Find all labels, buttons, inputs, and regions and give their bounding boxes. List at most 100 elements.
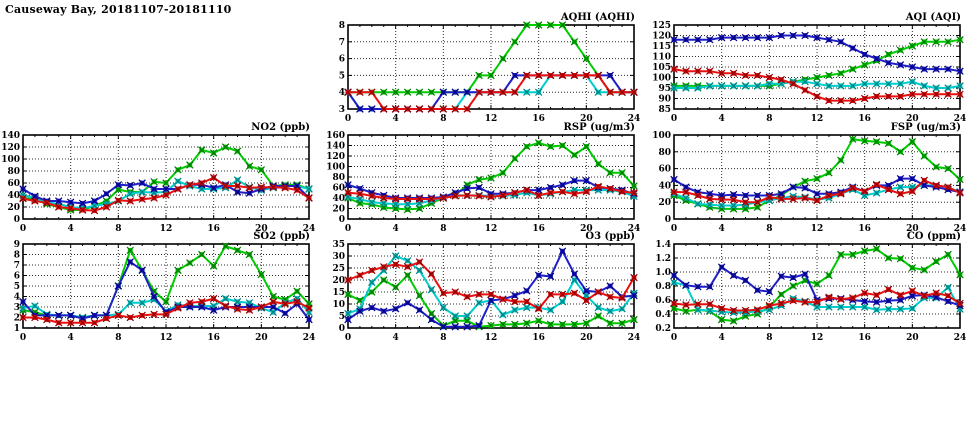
x-tick-label: 8: [115, 224, 121, 234]
x-tick-label: 8: [440, 114, 446, 124]
y-tick-label: 115: [652, 42, 671, 52]
y-tick-label: 110: [652, 53, 671, 63]
y-tick-label: 1: [14, 324, 20, 334]
chart-title-aqhi: AQHI (AQHI): [560, 12, 635, 23]
chart-title-fsp: FSP (ug/m3): [890, 122, 961, 133]
y-tick-label: 0: [665, 215, 671, 225]
x-tick-label: 8: [766, 114, 772, 124]
y-tick-label: 160: [326, 131, 345, 141]
y-tick-label: 9: [14, 240, 20, 250]
x-tick-label: 20: [255, 333, 268, 343]
y-tick-label: 60: [658, 165, 671, 175]
y-tick-label: 30: [332, 252, 345, 262]
y-tick-label: 20: [332, 276, 345, 286]
y-tick-label: 4: [14, 293, 20, 303]
x-tick-label: 20: [255, 224, 268, 234]
y-tick-label: 140: [1, 131, 20, 141]
y-tick-label: 5: [339, 312, 345, 322]
y-tick-label: 7: [14, 261, 20, 271]
y-tick-label: 80: [7, 167, 20, 177]
y-tick-label: 20: [7, 203, 20, 213]
y-tick-label: 0: [339, 324, 345, 334]
y-tick-label: 20: [658, 198, 671, 208]
x-tick-label: 4: [68, 224, 74, 234]
x-tick-label: 24: [628, 114, 641, 124]
plot-frame: [22, 134, 310, 220]
y-tick-label: 20: [332, 205, 345, 215]
x-tick-label: 16: [858, 114, 871, 124]
x-tick-label: 24: [954, 114, 967, 124]
plot-frame: [673, 243, 961, 329]
y-tick-label: 15: [332, 288, 345, 298]
y-tick-label: 1.0: [655, 268, 671, 278]
x-tick-label: 8: [440, 333, 446, 343]
chart-no2: NO2 (ppb) 0 20 40 60 80 100 120 140 0 4 8 12 16 20 24: [1, 122, 315, 235]
y-tick-label: 0: [339, 215, 345, 225]
x-tick-label: 20: [906, 224, 919, 234]
x-tick-label: 12: [485, 114, 498, 124]
x-tick-label: 20: [580, 333, 593, 343]
y-tick-label: 40: [658, 181, 671, 191]
y-tick-label: 100: [652, 131, 671, 141]
plot-area-o3: 0 5 10 15 20 25 30 35 0 4 8 12 16 20 24: [332, 240, 641, 343]
y-tick-label: 60: [332, 184, 345, 194]
plot-frame: [22, 243, 310, 329]
y-tick-label: 120: [652, 32, 671, 42]
y-tick-label: 2: [14, 314, 20, 324]
x-tick-label: 0: [345, 333, 351, 343]
x-tick-label: 12: [160, 333, 173, 343]
x-tick-label: 20: [580, 114, 593, 124]
x-tick-label: 0: [671, 224, 677, 234]
y-tick-label: 90: [658, 95, 671, 105]
page-title: Causeway Bay, 20181107-20181110: [5, 3, 232, 16]
y-tick-label: 6: [339, 55, 345, 65]
x-tick-label: 12: [485, 333, 498, 343]
y-tick-label: 1.4: [655, 240, 671, 250]
chart-o3: O3 (ppb) 0 5 10 15 20 25 30 35 0 4 8 12 16 20 24: [328, 231, 641, 344]
y-tick-label: 140: [326, 142, 345, 152]
y-tick-label: 0.8: [655, 282, 671, 292]
y-tick-label: 10: [332, 300, 345, 310]
plot-area-fsp: 0 20 40 60 80 100 0 4 8 12 16 20 24: [652, 131, 966, 234]
x-tick-label: 16: [858, 333, 871, 343]
plot-frame: [347, 134, 635, 220]
chart-aqi: AQI (AQI) 85 90 95 100 105 110 115 120 125 0 4 8 12 1…: [652, 12, 967, 125]
y-tick-label: 100: [652, 74, 671, 84]
x-tick-label: 20: [580, 224, 593, 234]
y-tick-label: 4: [339, 88, 345, 98]
chart-title-o3: O3 (ppb): [585, 231, 635, 242]
plot-area-co: 0.2 0.4 0.6 0.8 1.0 1.2 1.4 0 4 8 12 16 20 24: [655, 240, 966, 343]
x-tick-label: 16: [207, 333, 220, 343]
x-tick-label: 8: [440, 224, 446, 234]
x-tick-label: 0: [20, 333, 26, 343]
chart-title-so2: SO2 (ppb): [253, 231, 310, 242]
y-tick-label: 105: [652, 63, 671, 73]
x-tick-label: 24: [628, 333, 641, 343]
chart-aqhi: AQHI (AQHI) 3 4 5 6 7 8 0 4 8 12 16 20 24: [328, 12, 641, 125]
y-tick-label: 40: [7, 191, 20, 201]
y-tick-label: 35: [332, 240, 345, 250]
x-tick-label: 16: [532, 224, 545, 234]
y-tick-label: 85: [658, 105, 671, 115]
chart-title-co: CO (ppm): [906, 231, 961, 242]
y-tick-label: 125: [652, 21, 671, 31]
x-tick-label: 8: [766, 224, 772, 234]
x-tick-label: 4: [719, 333, 725, 343]
y-tick-label: 25: [332, 264, 345, 274]
x-tick-label: 8: [766, 333, 772, 343]
x-tick-label: 0: [671, 114, 677, 124]
chart-title-no2: NO2 (ppb): [251, 122, 310, 133]
x-tick-label: 12: [811, 114, 824, 124]
x-tick-label: 4: [719, 224, 725, 234]
x-tick-label: 12: [160, 224, 173, 234]
y-tick-label: 100: [326, 163, 345, 173]
y-tick-label: 5: [14, 282, 20, 292]
y-tick-label: 6: [14, 272, 20, 282]
plot-area-no2: 0 20 40 60 80 100 120 140 0 4 8 12 16 20 24: [1, 131, 315, 234]
x-tick-label: 8: [115, 333, 121, 343]
x-tick-label: 0: [671, 333, 677, 343]
y-tick-label: 8: [339, 21, 345, 31]
